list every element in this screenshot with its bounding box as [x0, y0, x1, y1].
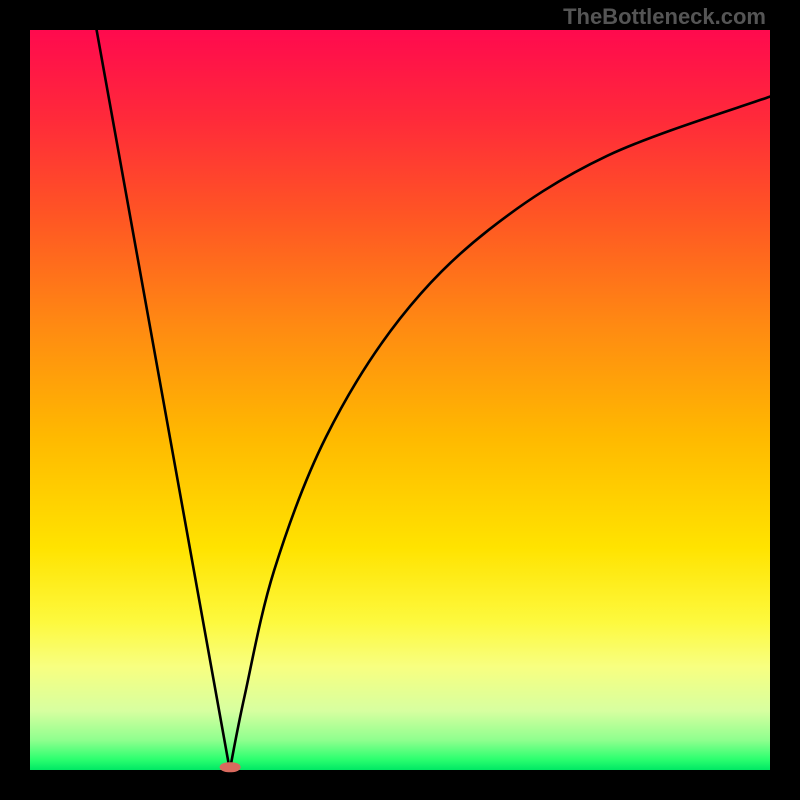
minimum-marker [219, 762, 240, 772]
chart-container: TheBottleneck.com [0, 0, 800, 800]
bottleneck-curve [30, 30, 770, 770]
plot-area [30, 30, 770, 770]
watermark-text: TheBottleneck.com [563, 4, 766, 30]
